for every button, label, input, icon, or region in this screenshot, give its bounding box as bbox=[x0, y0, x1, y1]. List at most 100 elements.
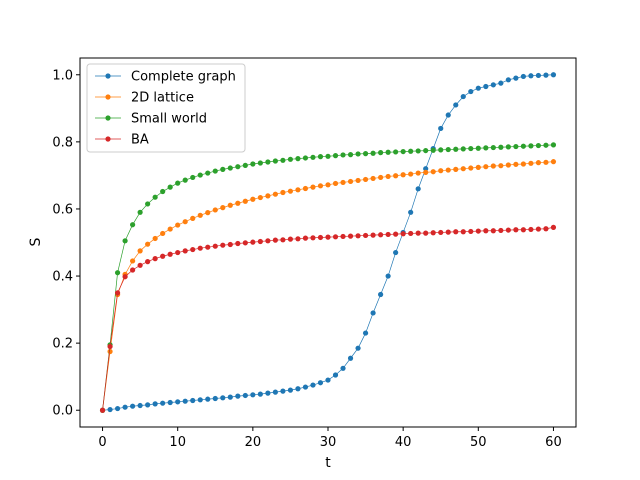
data-point bbox=[347, 233, 354, 239]
data-point bbox=[182, 248, 188, 254]
data-point bbox=[520, 143, 526, 149]
data-point bbox=[197, 245, 203, 251]
data-point bbox=[408, 209, 414, 215]
y-tick-label: 1.0 bbox=[52, 68, 73, 83]
data-point bbox=[483, 83, 489, 90]
data-point bbox=[265, 238, 271, 244]
y-tick-label: 0.6 bbox=[52, 202, 73, 217]
data-point bbox=[114, 290, 121, 296]
data-point bbox=[107, 348, 113, 355]
legend-label: 2D lattice bbox=[131, 91, 194, 106]
data-point bbox=[227, 165, 233, 171]
data-point bbox=[257, 194, 263, 201]
data-point bbox=[295, 156, 301, 162]
data-point bbox=[535, 142, 542, 149]
data-point bbox=[490, 82, 496, 88]
data-point bbox=[528, 143, 534, 149]
data-point bbox=[550, 72, 557, 78]
data-point bbox=[130, 403, 136, 409]
data-point bbox=[370, 232, 376, 238]
data-point bbox=[160, 253, 166, 259]
x-tick-label: 20 bbox=[245, 435, 262, 450]
y-tick-label: 0.0 bbox=[52, 404, 73, 419]
data-point bbox=[122, 274, 128, 280]
data-point bbox=[295, 386, 301, 392]
data-point bbox=[445, 167, 451, 173]
data-point bbox=[137, 248, 143, 254]
data-point bbox=[415, 170, 421, 176]
x-tick-label: 30 bbox=[320, 435, 337, 450]
data-point bbox=[483, 164, 489, 170]
data-point bbox=[445, 112, 451, 118]
legend-label: Complete graph bbox=[131, 70, 236, 85]
data-point bbox=[400, 148, 406, 155]
data-point bbox=[287, 188, 294, 194]
data-point bbox=[475, 85, 481, 91]
data-point bbox=[415, 186, 421, 192]
data-point bbox=[362, 330, 369, 336]
data-point bbox=[355, 345, 361, 351]
data-point bbox=[340, 365, 346, 371]
data-point bbox=[107, 406, 113, 413]
series-2d-lattice bbox=[99, 159, 557, 413]
data-point bbox=[520, 227, 526, 233]
data-point bbox=[438, 168, 444, 174]
data-point bbox=[152, 194, 158, 200]
data-point bbox=[220, 205, 226, 211]
data-point bbox=[520, 161, 526, 167]
data-point bbox=[505, 144, 511, 150]
data-point bbox=[280, 157, 286, 163]
data-point bbox=[175, 180, 181, 186]
data-point bbox=[498, 227, 504, 234]
data-point bbox=[272, 389, 278, 395]
legend-box bbox=[86, 63, 246, 153]
data-point bbox=[160, 230, 166, 237]
data-point bbox=[205, 210, 211, 216]
data-point bbox=[272, 191, 278, 197]
data-point bbox=[265, 193, 271, 199]
y-axis: 0.0 0.2 0.4 0.6 0.8 1.0 bbox=[52, 68, 80, 419]
data-point bbox=[137, 402, 143, 409]
data-point bbox=[302, 235, 309, 241]
data-point bbox=[130, 258, 136, 264]
data-point bbox=[295, 236, 301, 242]
data-point bbox=[355, 177, 361, 184]
data-point bbox=[453, 166, 459, 172]
series-complete-graph bbox=[99, 72, 557, 413]
data-point bbox=[498, 144, 504, 150]
data-point bbox=[370, 175, 376, 182]
data-point bbox=[535, 160, 542, 166]
data-point bbox=[453, 146, 459, 152]
data-point bbox=[287, 156, 294, 162]
data-point bbox=[408, 148, 414, 154]
data-point bbox=[302, 155, 309, 161]
data-point bbox=[490, 228, 496, 234]
data-point bbox=[175, 399, 181, 405]
data-point bbox=[505, 162, 511, 168]
data-point bbox=[362, 232, 369, 239]
data-point bbox=[550, 159, 557, 165]
data-point bbox=[220, 166, 226, 172]
data-point bbox=[362, 176, 369, 183]
legend-marker bbox=[105, 136, 111, 142]
data-point bbox=[393, 173, 399, 179]
data-point bbox=[160, 400, 166, 406]
series-layer bbox=[99, 72, 557, 413]
data-point bbox=[543, 226, 549, 232]
x-tick-label: 40 bbox=[395, 435, 412, 450]
data-point bbox=[393, 249, 399, 256]
data-point bbox=[302, 384, 309, 390]
data-point bbox=[460, 146, 466, 152]
data-point bbox=[460, 93, 466, 100]
data-point bbox=[317, 380, 324, 386]
data-point bbox=[197, 397, 203, 403]
data-point bbox=[535, 226, 542, 232]
data-point bbox=[107, 343, 113, 350]
data-point bbox=[310, 184, 316, 190]
data-point bbox=[152, 235, 158, 242]
data-point bbox=[114, 405, 121, 412]
data-point bbox=[182, 398, 188, 404]
data-point bbox=[130, 222, 136, 228]
data-point bbox=[355, 151, 361, 157]
data-point bbox=[460, 229, 466, 235]
